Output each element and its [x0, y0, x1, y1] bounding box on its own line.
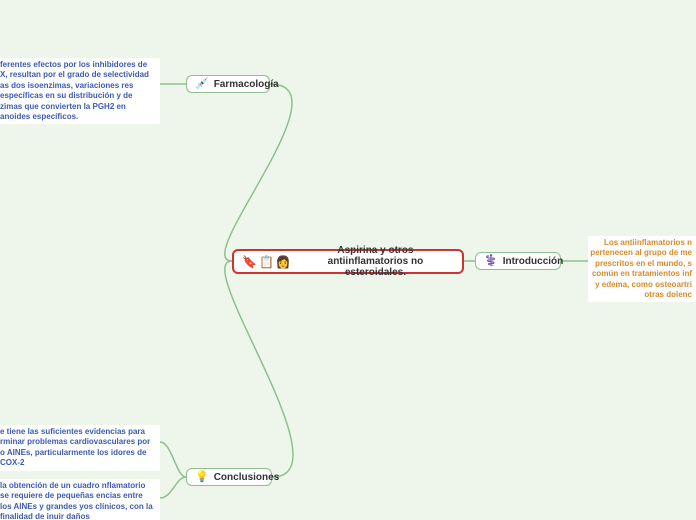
center-icons: 🔖📋👩: [242, 255, 291, 269]
branch-label: Farmacología: [214, 79, 279, 90]
conclusiones-text-2: la obtención de un cuadro nflamatorio se…: [0, 479, 160, 520]
introduccion-text: Los antiinflamatorios n pertenecen al gr…: [588, 236, 696, 302]
center-title: Aspirina y otros antiinflamatorios no es…: [297, 245, 454, 278]
branch-introduccion[interactable]: ⚕️ Introducción: [475, 252, 561, 270]
concl-icon: 💡: [195, 472, 209, 483]
conclusiones-text-1: e tiene las suficientes evidencias para …: [0, 425, 160, 471]
farmacologia-text: ferentes efectos por los inhibidores de …: [0, 58, 160, 124]
branch-label: Introducción: [503, 256, 564, 267]
pharma-icon: 💉: [195, 79, 209, 90]
branch-farmacologia[interactable]: 💉 Farmacología: [186, 75, 270, 93]
branch-conclusiones[interactable]: 💡 Conclusiones: [186, 468, 272, 486]
branch-label: Conclusiones: [214, 472, 280, 483]
intro-icon: ⚕️: [484, 256, 498, 267]
center-node[interactable]: 🔖📋👩 Aspirina y otros antiinflamatorios n…: [232, 249, 464, 274]
